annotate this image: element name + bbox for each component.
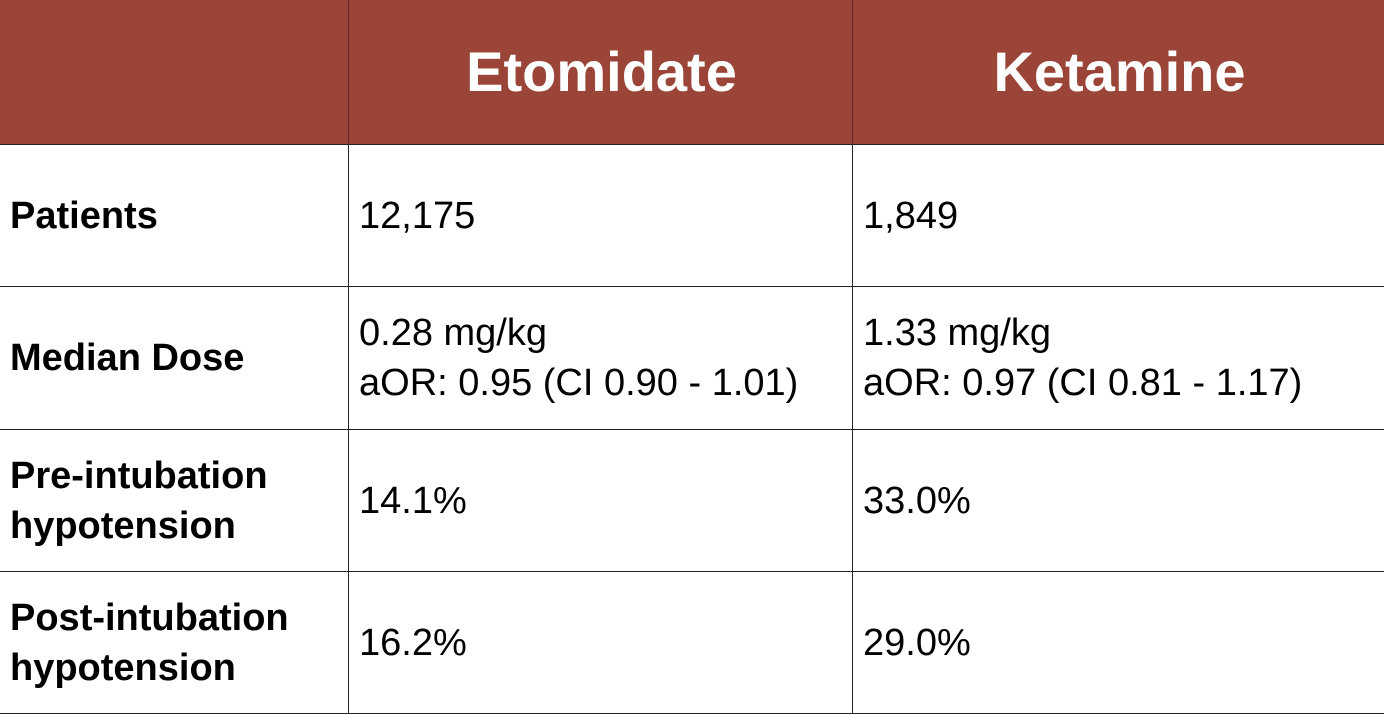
row-label: Patients bbox=[0, 145, 349, 287]
table-cell: 14.1% bbox=[349, 430, 853, 572]
table-cell: 16.2% bbox=[349, 572, 853, 714]
table-cell: 0.28 mg/kg aOR: 0.95 (CI 0.90 - 1.01) bbox=[349, 287, 853, 430]
cell-line: aOR: 0.97 (CI 0.81 - 1.17) bbox=[863, 362, 1303, 404]
table-cell: 29.0% bbox=[853, 572, 1384, 714]
row-label: Median Dose bbox=[0, 287, 349, 430]
cell-line: 33.0% bbox=[863, 479, 971, 522]
cell-line: aOR: 0.95 (CI 0.90 - 1.01) bbox=[359, 362, 799, 404]
cell-line: 1,849 bbox=[863, 194, 959, 237]
row-label: Pre-intubation hypotension bbox=[0, 430, 349, 572]
table-cell: 1.33 mg/kg aOR: 0.97 (CI 0.81 - 1.17) bbox=[853, 287, 1384, 430]
cell-line: 0.28 mg/kg bbox=[359, 312, 547, 354]
cell-line: 12,175 bbox=[359, 194, 476, 237]
cell-line: 16.2% bbox=[359, 621, 467, 664]
cell-line: 14.1% bbox=[359, 479, 467, 522]
table-cell: 12,175 bbox=[349, 145, 853, 287]
column-header: Etomidate bbox=[349, 0, 853, 145]
header-corner bbox=[0, 0, 349, 145]
cell-line: 1.33 mg/kg bbox=[863, 312, 1051, 354]
row-label: Post-intubation hypotension bbox=[0, 572, 349, 714]
table-cell: 1,849 bbox=[853, 145, 1384, 287]
cell-line: 29.0% bbox=[863, 621, 971, 664]
table-cell: 33.0% bbox=[853, 430, 1384, 572]
column-header: Ketamine bbox=[853, 0, 1384, 145]
